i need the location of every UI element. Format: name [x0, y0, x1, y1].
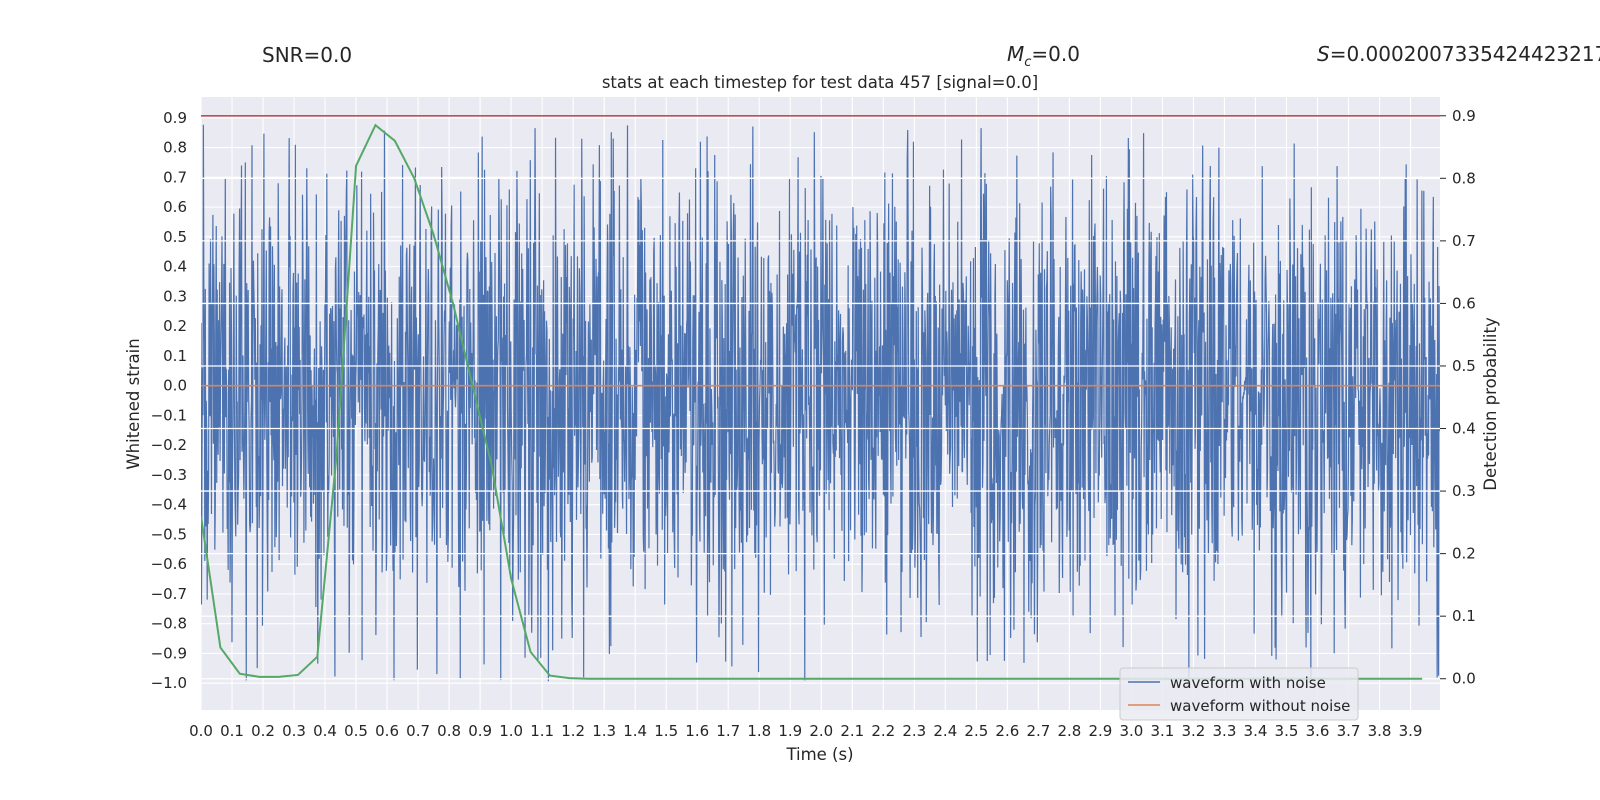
x-tick-label: 2.4: [933, 722, 957, 740]
x-tick-label: 3.3: [1213, 722, 1237, 740]
x-tick-label: 0.0: [189, 722, 213, 740]
y-axis-label: Whitened strain: [124, 338, 143, 469]
y-tick-label: 0.9: [163, 109, 187, 127]
chart-title: stats at each timestep for test data 457…: [602, 73, 1038, 92]
y-tick-label: 0.2: [163, 317, 187, 335]
legend: waveform with noise waveform without noi…: [1119, 667, 1359, 721]
y2-tick-label: 0.1: [1452, 607, 1476, 625]
x-tick-label: 1.7: [716, 722, 740, 740]
s-label: S=0.00020073354244232177: [1317, 42, 1600, 66]
y-tick-label: −0.2: [151, 436, 187, 454]
y2-tick-label: 0.0: [1452, 670, 1476, 688]
x-tick-label: 3.5: [1275, 722, 1299, 740]
x-tick-label: 2.6: [995, 722, 1019, 740]
legend-label-noise: waveform with noise: [1170, 674, 1326, 692]
y-tick-label: −0.7: [151, 585, 187, 603]
x-tick-label: 2.0: [809, 722, 833, 740]
x-tick-label: 2.8: [1057, 722, 1081, 740]
y-tick-label: 0.8: [163, 139, 187, 157]
y-tick-labels: 0.9 0.8 0.7 0.6 0.5 0.4 0.3 0.2 0.1 0.0 −0.1 −0.2 −0…: [151, 109, 187, 692]
legend-label-clean: waveform without noise: [1170, 697, 1350, 715]
snr-label: SNR=0.0: [262, 43, 352, 67]
x-tick-label: 1.5: [654, 722, 678, 740]
x-tick-label: 0.5: [344, 722, 368, 740]
series-detection-probability: [201, 123, 1423, 680]
series-waveform-with-noise: [201, 124, 1440, 682]
y2-tick-label: 0.8: [1452, 169, 1476, 187]
y2-tick-labels: 0.9 0.8 0.7 0.6 0.5 0.4 0.3 0.2 0.1 0.0: [1440, 107, 1476, 688]
x-tick-label: 0.7: [406, 722, 430, 740]
x-tick-label: 1.8: [747, 722, 771, 740]
y-tick-label: −0.6: [151, 555, 187, 573]
x-tick-labels: 0.0 0.1 0.2 0.3 0.4 0.5 0.6 0.7 0.8 0.9 1.0 1.1 1.2 1…: [189, 722, 1422, 740]
y2-tick-label: 0.2: [1452, 545, 1476, 563]
x-tick-label: 3.9: [1399, 722, 1423, 740]
y2-tick-label: 0.9: [1452, 107, 1476, 125]
y-tick-label: 0.1: [163, 347, 187, 365]
x-tick-label: 2.9: [1088, 722, 1112, 740]
x-tick-label: 1.1: [530, 722, 554, 740]
y-tick-label: −0.4: [151, 496, 187, 514]
x-tick-label: 1.0: [499, 722, 523, 740]
legend-box: [1119, 667, 1359, 721]
x-tick-label: 3.6: [1306, 722, 1330, 740]
x-tick-label: 3.8: [1368, 722, 1392, 740]
x-tick-label: 0.2: [251, 722, 275, 740]
y-tick-label: 0.6: [163, 198, 187, 216]
y-tick-label: −0.5: [151, 525, 187, 543]
mc-label: Mc=0.0: [1007, 42, 1080, 70]
y2-axis-label: Detection probability: [1481, 317, 1500, 491]
x-tick-label: 1.2: [561, 722, 585, 740]
x-tick-label: 2.2: [871, 722, 895, 740]
x-tick-label: 0.1: [220, 722, 244, 740]
x-tick-label: 3.1: [1150, 722, 1174, 740]
x-tick-label: 0.6: [375, 722, 399, 740]
x-tick-label: 2.3: [902, 722, 926, 740]
y2-tick-label: 0.4: [1452, 420, 1476, 438]
y2-tick-label: 0.7: [1452, 232, 1476, 250]
y-tick-label: 0.0: [163, 377, 187, 395]
y-tick-label: 0.5: [163, 228, 187, 246]
x-tick-label: 2.1: [840, 722, 864, 740]
x-tick-label: 1.4: [623, 722, 647, 740]
y2-tick-label: 0.5: [1452, 357, 1476, 375]
y-tick-label: −0.3: [151, 466, 187, 484]
x-tick-label: 0.9: [468, 722, 492, 740]
y2-tick-label: 0.6: [1452, 294, 1476, 312]
y-tick-label: −0.9: [151, 644, 187, 662]
x-tick-label: 3.0: [1119, 722, 1143, 740]
x-tick-label: 0.4: [313, 722, 337, 740]
y-tick-label: −0.8: [151, 615, 187, 633]
y-tick-label: 0.7: [163, 168, 187, 186]
x-tick-label: 3.7: [1337, 722, 1361, 740]
x-tick-label: 1.3: [592, 722, 616, 740]
x-tick-label: 3.2: [1182, 722, 1206, 740]
x-tick-label: 1.9: [778, 722, 802, 740]
x-tick-label: 2.5: [964, 722, 988, 740]
x-tick-label: 0.3: [282, 722, 306, 740]
x-tick-label: 1.6: [685, 722, 709, 740]
y-tick-label: 0.4: [163, 258, 187, 276]
y-tick-label: −0.1: [151, 406, 187, 424]
x-axis-label: Time (s): [785, 745, 853, 764]
x-tick-label: 0.8: [437, 722, 461, 740]
x-tick-label: 2.7: [1026, 722, 1050, 740]
y-tick-label: −1.0: [151, 674, 187, 692]
y-tick-label: 0.3: [163, 287, 187, 305]
x-tick-label: 3.4: [1244, 722, 1268, 740]
y2-tick-label: 0.3: [1452, 482, 1476, 500]
